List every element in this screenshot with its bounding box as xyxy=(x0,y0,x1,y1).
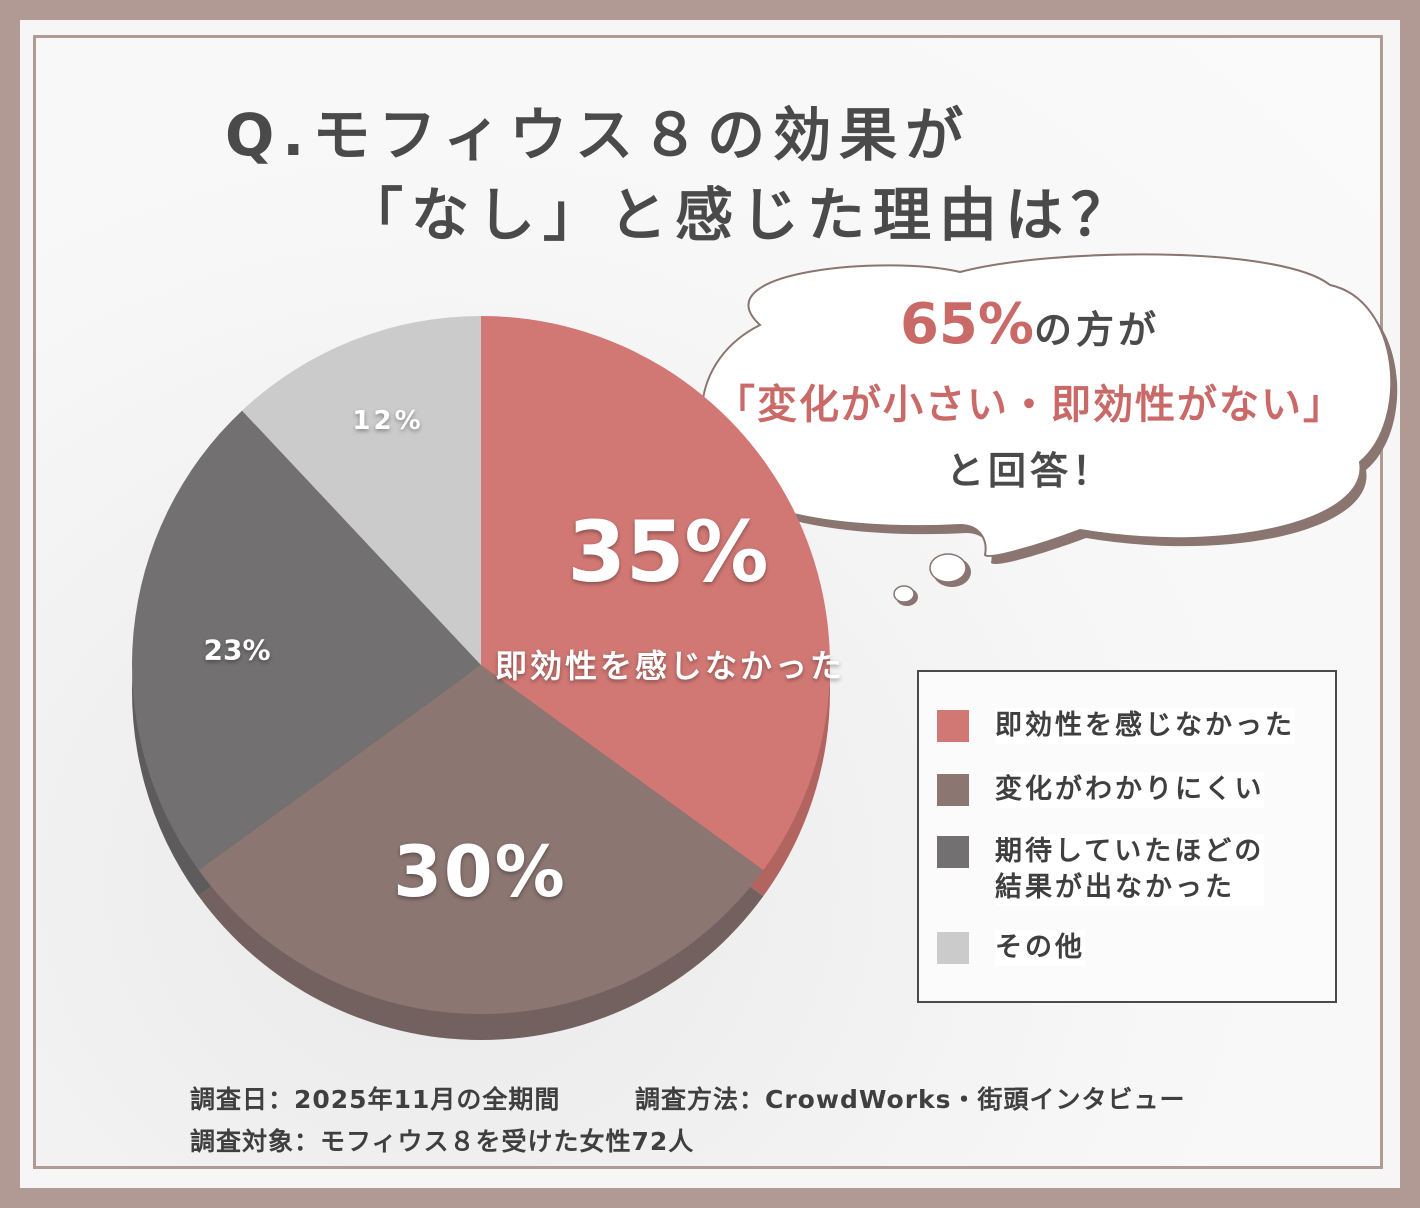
pie-slices xyxy=(132,316,830,1014)
legend-swatch xyxy=(937,710,969,742)
legend-swatch xyxy=(937,932,969,964)
legend-item: その他 xyxy=(937,930,1085,966)
footer-survey-target: 調査対象：モフィウス８を受けた女性72人 xyxy=(190,1127,695,1156)
thought-bubble xyxy=(701,253,1398,606)
bubble-dot-small xyxy=(893,585,915,603)
legend-label: その他 xyxy=(995,930,1085,966)
legend-item: 即効性を感じなかった xyxy=(937,708,1295,744)
pie-slice-instant-effect xyxy=(481,316,830,871)
slice-label-12: 12% xyxy=(352,406,424,436)
footer-survey-method: 調査方法：CrowdWorks・街頭インタビュー xyxy=(635,1085,1186,1114)
slice-label-30: 30% xyxy=(393,831,567,913)
callout-line-3: と回答！ xyxy=(945,449,1115,493)
legend-label: 期待していたほどの 結果が出なかった xyxy=(995,834,1265,906)
pie-slice-below-expectation xyxy=(132,410,481,871)
pie-slice-other xyxy=(242,316,481,665)
title-line-2: 「なし」と感じた理由は？ xyxy=(345,181,1138,249)
callout-line1-suffix: の方が xyxy=(1034,308,1161,352)
callout-line-2: 「変化が小さい・即効性がない」 xyxy=(715,382,1345,428)
pie-slice-hard-to-notice xyxy=(198,665,764,1014)
callout-percent: 65% xyxy=(899,292,1035,357)
slice-label-35: 35% xyxy=(567,503,769,601)
chart-legend: 即効性を感じなかった 変化がわかりにくい 期待していたほどの 結果が出なかった … xyxy=(917,670,1337,1003)
slice-label-23: 23% xyxy=(203,633,271,667)
legend-item: 期待していたほどの 結果が出なかった xyxy=(937,834,1265,906)
legend-label: 変化がわかりにくい xyxy=(995,772,1265,808)
footer-survey-date: 調査日：2025年11月の全期間 xyxy=(190,1085,561,1114)
title-line-1: Q.モフィウス８の効果が xyxy=(225,101,972,169)
legend-swatch xyxy=(937,774,969,806)
legend-item: 変化がわかりにくい xyxy=(937,772,1265,808)
legend-swatch xyxy=(937,836,969,868)
slice-sublabel-35: 即効性を感じなかった xyxy=(494,647,846,685)
bubble-dot-large xyxy=(929,553,967,583)
legend-label: 即効性を感じなかった xyxy=(995,708,1295,744)
callout-line-1: 65%の方が xyxy=(900,292,1160,357)
